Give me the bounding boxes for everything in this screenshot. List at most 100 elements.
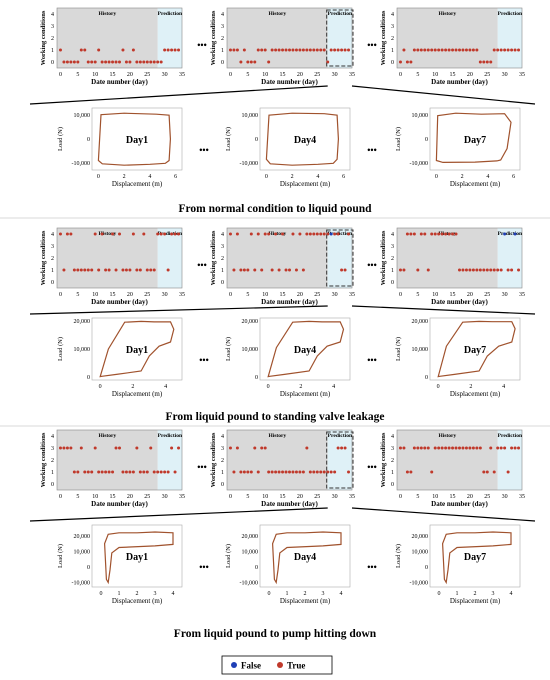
data-point (489, 60, 493, 64)
x-tick-label: 0 (267, 384, 270, 390)
data-point (232, 268, 236, 272)
data-point (347, 48, 351, 52)
x-tick-label: 20 (467, 292, 473, 298)
x-axis-label: Displacement (m) (112, 597, 163, 605)
data-point (107, 60, 111, 64)
data-point (315, 232, 319, 236)
ellipsis: ••• (367, 355, 376, 365)
x-tick-label: 35 (179, 292, 185, 298)
prediction-label: Prediction (498, 11, 522, 17)
data-point (156, 232, 160, 236)
data-point (298, 48, 302, 52)
x-axis-label: Displacement (m) (280, 390, 331, 398)
data-point (86, 470, 90, 474)
data-point (468, 48, 472, 52)
day-label: Day7 (464, 345, 486, 356)
data-point (517, 268, 521, 272)
x-tick-label: 20 (127, 72, 133, 78)
y-tick-label: 1 (391, 470, 394, 476)
x-tick-label: 15 (450, 292, 456, 298)
data-point (468, 268, 472, 272)
data-point (405, 60, 409, 64)
data-point (256, 232, 260, 236)
data-point (412, 446, 416, 450)
data-point (173, 470, 177, 474)
section-caption: From liquid pound to standing valve leak… (166, 411, 385, 423)
data-point (83, 268, 87, 272)
data-point (322, 470, 326, 474)
x-tick-label: 5 (76, 72, 79, 78)
ellipsis: ••• (199, 355, 208, 365)
data-point (447, 48, 451, 52)
y-tick-label: 2 (51, 458, 54, 464)
y-tick-label: 10,000 (74, 347, 91, 353)
x-tick-label: 10 (432, 292, 438, 298)
y-tick-label: 10,000 (242, 347, 259, 353)
y-tick-label: 4 (221, 12, 224, 18)
data-point (72, 60, 76, 64)
data-point (298, 470, 302, 474)
x-axis-label: Date number (day) (261, 298, 318, 306)
y-tick-label: 0 (221, 482, 224, 488)
data-point (142, 60, 146, 64)
data-point (135, 268, 139, 272)
y-tick-label: 1 (51, 268, 54, 274)
data-point (149, 60, 153, 64)
data-point (489, 268, 493, 272)
ellipsis: ••• (367, 145, 376, 155)
card-curve (103, 531, 174, 585)
y-tick-label: 3 (221, 446, 224, 452)
data-point (249, 60, 253, 64)
data-point (69, 446, 73, 450)
scatter-panel-2-3: History Prediction 0 1 2 3 4 0 5 10 15 20 25 30 35 Date… (380, 227, 525, 306)
data-point (437, 48, 441, 52)
data-point (506, 268, 510, 272)
x-tick-label: 0 (97, 174, 100, 180)
x-tick-label: 4 (486, 174, 489, 180)
x-tick-label: 2 (136, 591, 139, 597)
x-tick-label: 4 (316, 174, 319, 180)
data-point (485, 60, 489, 64)
data-point (294, 48, 298, 52)
y-tick-label: 0 (391, 280, 394, 286)
data-point (281, 48, 285, 52)
card-curve (97, 112, 172, 166)
data-point (482, 470, 486, 474)
x-tick-label: 0 (229, 494, 232, 500)
data-point (471, 446, 475, 450)
history-region (227, 430, 328, 490)
ellipsis: ••• (199, 562, 208, 572)
data-point (90, 268, 94, 272)
data-point (170, 446, 174, 450)
legend: False True (221, 655, 333, 675)
panel-frame (56, 429, 183, 491)
x-tick-label: 15 (280, 72, 286, 78)
x-axis-label: Date number (day) (431, 78, 488, 86)
data-point (104, 60, 108, 64)
panel-frame (226, 429, 353, 491)
day-label: Day4 (294, 135, 316, 146)
data-point (447, 232, 451, 236)
data-point (444, 446, 448, 450)
data-point (128, 60, 132, 64)
data-point (454, 232, 458, 236)
data-point (79, 48, 83, 52)
x-tick-label: 5 (76, 292, 79, 298)
data-point (166, 268, 170, 272)
data-point (291, 232, 295, 236)
data-point (100, 232, 104, 236)
card-frame (91, 524, 183, 588)
data-point (319, 232, 323, 236)
data-point (65, 446, 69, 450)
data-point (405, 232, 409, 236)
data-point (281, 232, 285, 236)
y-tick-label: 2 (391, 36, 394, 42)
x-tick-label: 5 (246, 292, 249, 298)
data-point (267, 470, 271, 474)
data-point (270, 48, 274, 52)
x-tick-label: 0 (438, 591, 441, 597)
y-tick-label: 10,000 (242, 549, 259, 555)
x-tick-label: 20 (127, 292, 133, 298)
y-tick-label: 10,000 (412, 113, 429, 119)
